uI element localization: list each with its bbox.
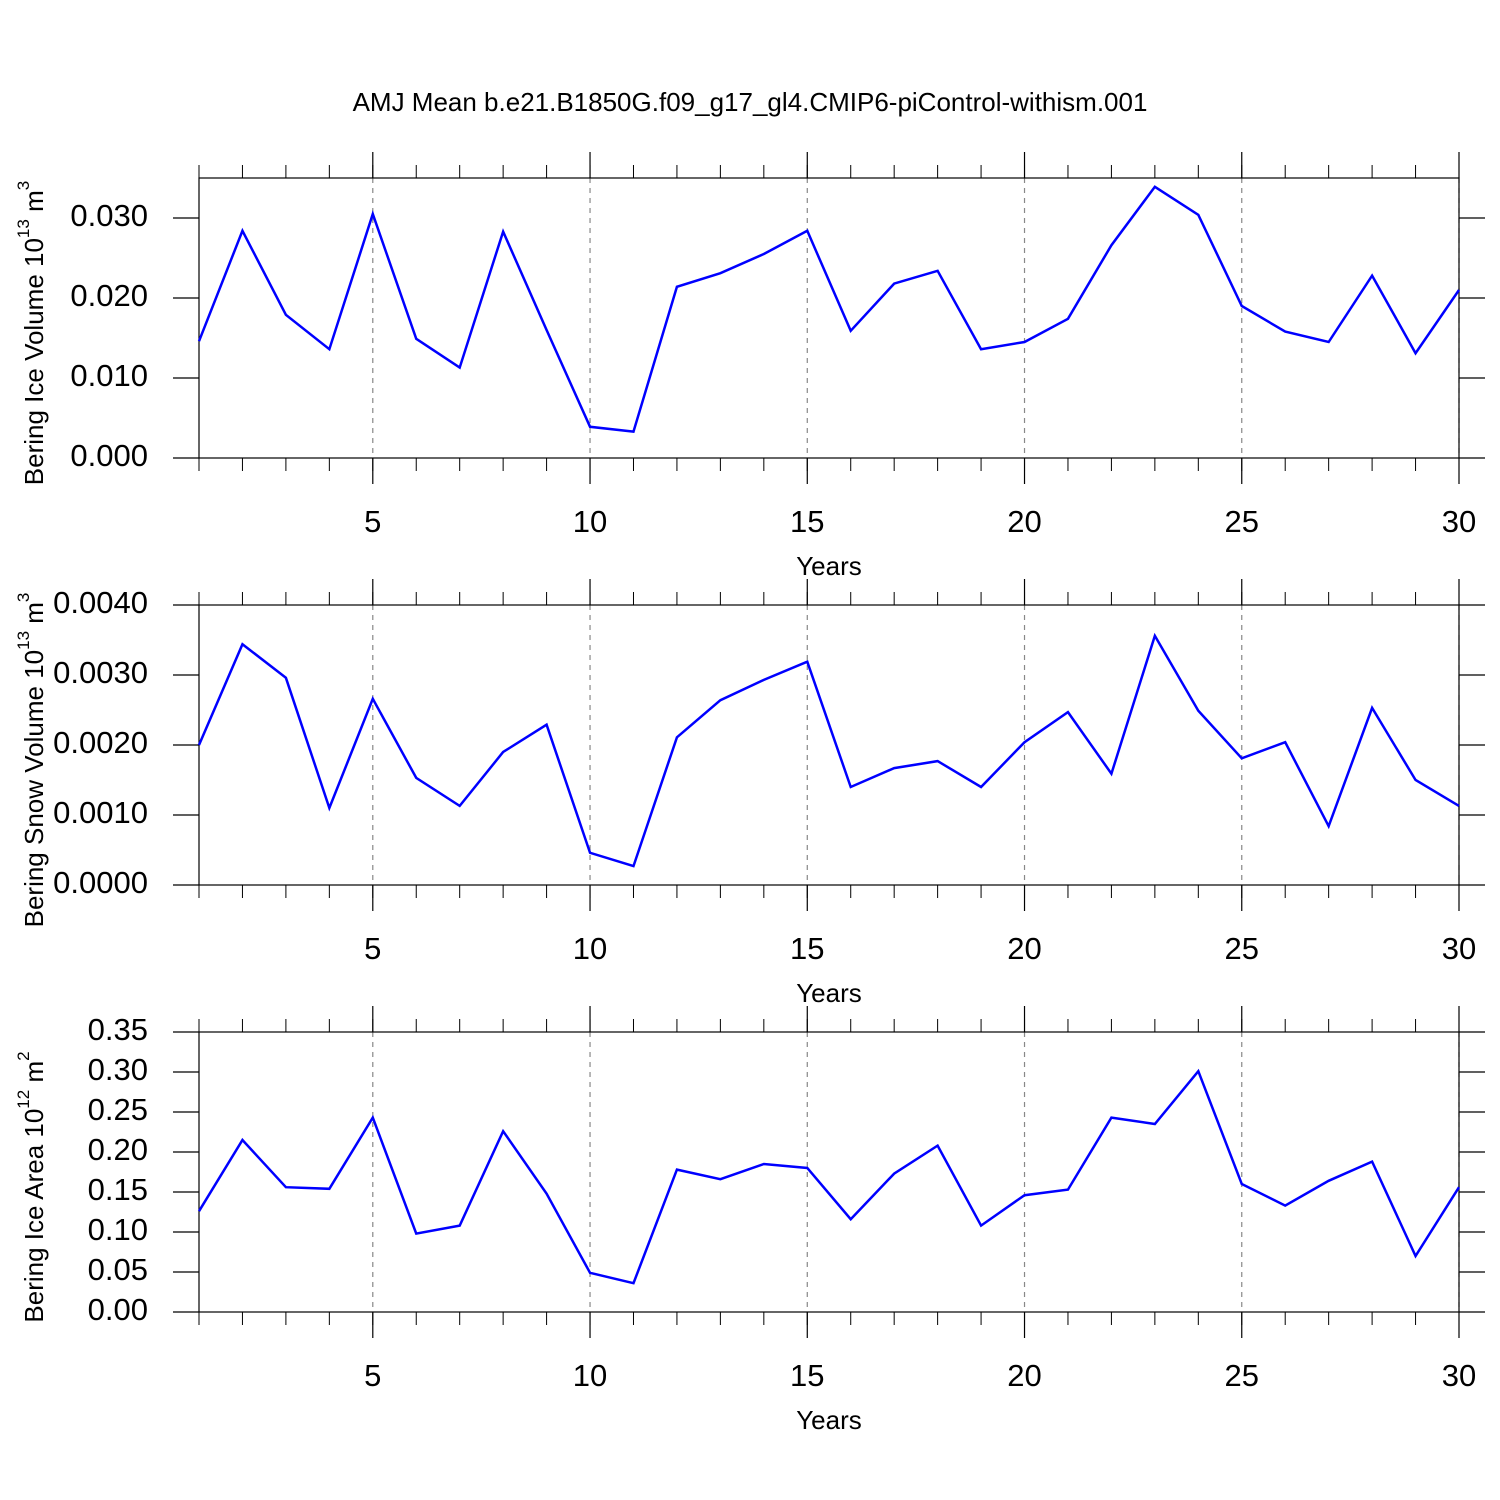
x-tick-label: 20 xyxy=(1007,1358,1041,1393)
y-axis-label-part: Bering Ice Area 10 xyxy=(19,1109,49,1323)
y-tick-label: 0.0010 xyxy=(53,795,148,830)
x-tick-label: 30 xyxy=(1442,931,1476,966)
y-axis-label-part: Bering Snow Volume 10 xyxy=(19,650,49,928)
x-tick-label: 15 xyxy=(790,931,824,966)
x-tick-label: 10 xyxy=(573,931,607,966)
y-axis-label: Bering Snow Volume 1013 m3 xyxy=(14,593,48,928)
x-axis-label: Years xyxy=(796,551,862,581)
plot-frame xyxy=(198,177,1460,459)
y-tick-label: 0.30 xyxy=(88,1052,148,1087)
x-axis-label: Years xyxy=(796,978,862,1008)
x-tick-label: 20 xyxy=(1007,931,1041,966)
x-tick-label: 10 xyxy=(573,504,607,539)
y-axis-label-part: m xyxy=(19,1061,49,1090)
data-line xyxy=(197,632,1460,868)
y-tick-label: 0.35 xyxy=(88,1012,148,1047)
y-tick-label: 0.10 xyxy=(88,1212,148,1247)
y-tick-label: 0.05 xyxy=(88,1252,148,1287)
y-tick-label: 0.0020 xyxy=(53,725,148,760)
x-tick-label: 10 xyxy=(573,1358,607,1393)
y-axis-label-exponent: 12 xyxy=(14,1090,33,1109)
y-tick-label: 0.0030 xyxy=(53,655,148,690)
y-axis-label-exponent: 13 xyxy=(14,631,33,650)
y-axis-label-part: Bering Ice Volume 10 xyxy=(19,238,49,485)
x-tick-label: 30 xyxy=(1442,504,1476,539)
y-tick-label: 0.0040 xyxy=(53,585,148,620)
data-line xyxy=(197,185,1461,433)
plot-frame xyxy=(198,604,1460,886)
x-tick-label: 15 xyxy=(790,504,824,539)
y-axis-label-part: m xyxy=(19,190,49,219)
y-tick-label: 0.20 xyxy=(88,1132,148,1167)
y-axis-label: Bering Ice Area 1012 m2 xyxy=(14,1051,48,1322)
y-tick-label: 0.010 xyxy=(70,358,148,393)
y-axis-label-exponent: 2 xyxy=(14,1051,33,1060)
x-tick-label: 25 xyxy=(1225,931,1259,966)
x-tick-label: 15 xyxy=(790,1358,824,1393)
x-tick-label: 5 xyxy=(364,504,381,539)
y-tick-label: 0.00 xyxy=(88,1292,148,1327)
x-tick-label: 25 xyxy=(1225,1358,1259,1393)
y-axis-label-exponent: 3 xyxy=(14,593,33,602)
y-axis-label-part: m xyxy=(19,602,49,631)
y-axis-label: Bering Ice Volume 1013 m3 xyxy=(14,181,48,485)
x-axis-label: Years xyxy=(796,1405,862,1435)
figure-title: AMJ Mean b.e21.B1850G.f09_g17_gl4.CMIP6-… xyxy=(353,87,1148,117)
y-tick-label: 0.030 xyxy=(70,198,148,233)
x-tick-label: 25 xyxy=(1225,504,1259,539)
y-tick-label: 0.000 xyxy=(70,438,148,473)
x-tick-label: 5 xyxy=(364,931,381,966)
x-tick-label: 30 xyxy=(1442,1358,1476,1393)
plot-frame xyxy=(198,1031,1460,1313)
data-line xyxy=(197,1068,1461,1285)
y-tick-label: 0.25 xyxy=(88,1092,148,1127)
y-axis-label-exponent: 3 xyxy=(14,181,33,190)
x-tick-label: 20 xyxy=(1007,504,1041,539)
y-tick-label: 0.0000 xyxy=(53,865,148,900)
y-tick-label: 0.020 xyxy=(70,278,148,313)
y-tick-label: 0.15 xyxy=(88,1172,148,1207)
y-axis-label-exponent: 13 xyxy=(14,219,33,238)
x-tick-label: 5 xyxy=(364,1358,381,1393)
